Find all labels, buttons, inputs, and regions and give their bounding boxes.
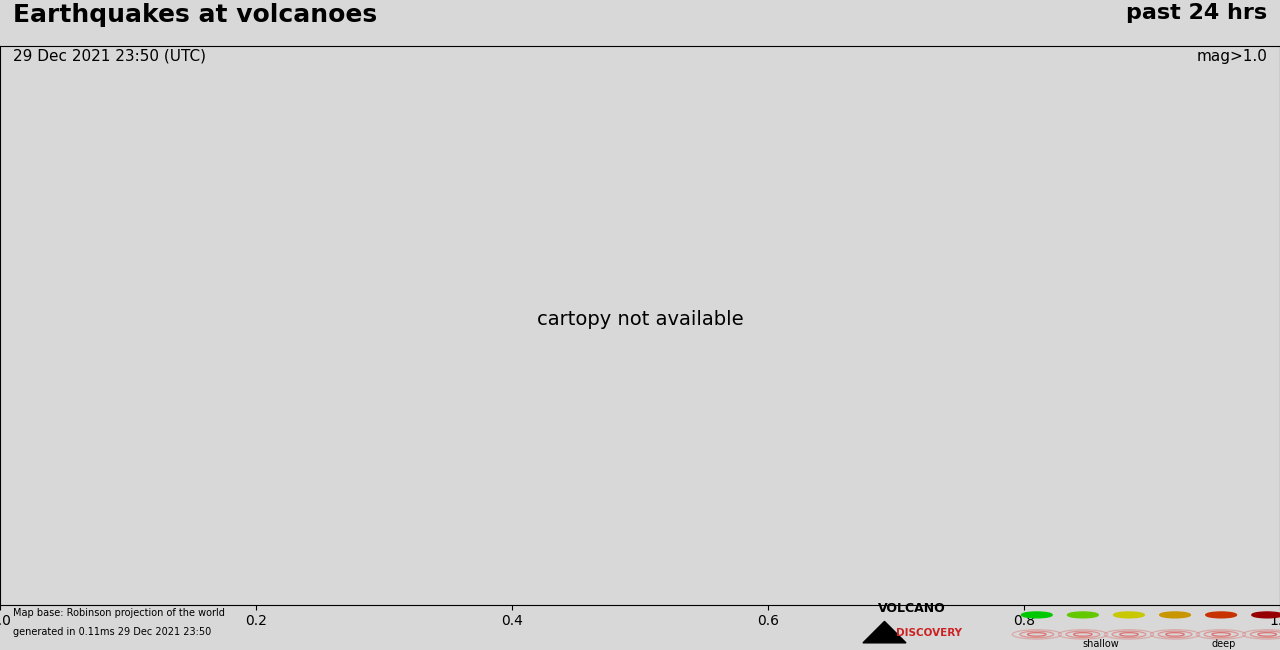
Text: 29 Dec 2021 23:50 (UTC): 29 Dec 2021 23:50 (UTC) (13, 49, 206, 64)
Text: VOLCANO: VOLCANO (878, 602, 945, 615)
Circle shape (1114, 612, 1144, 618)
Text: mag>1.0: mag>1.0 (1197, 49, 1267, 64)
Circle shape (1021, 612, 1052, 618)
Text: past 24 hrs: past 24 hrs (1126, 3, 1267, 23)
Text: generated in 0.11ms 29 Dec 2021 23:50: generated in 0.11ms 29 Dec 2021 23:50 (13, 627, 211, 637)
Circle shape (1068, 612, 1098, 618)
Circle shape (1206, 612, 1236, 618)
Text: DISCOVERY: DISCOVERY (896, 628, 963, 638)
Text: Earthquakes at volcanoes: Earthquakes at volcanoes (13, 3, 376, 27)
Text: shallow: shallow (1083, 638, 1119, 649)
Polygon shape (863, 621, 906, 643)
Circle shape (1252, 612, 1280, 618)
Circle shape (1160, 612, 1190, 618)
Text: Map base: Robinson projection of the world: Map base: Robinson projection of the wor… (13, 608, 225, 617)
Text: deep: deep (1211, 638, 1236, 649)
Text: cartopy not available: cartopy not available (536, 310, 744, 329)
